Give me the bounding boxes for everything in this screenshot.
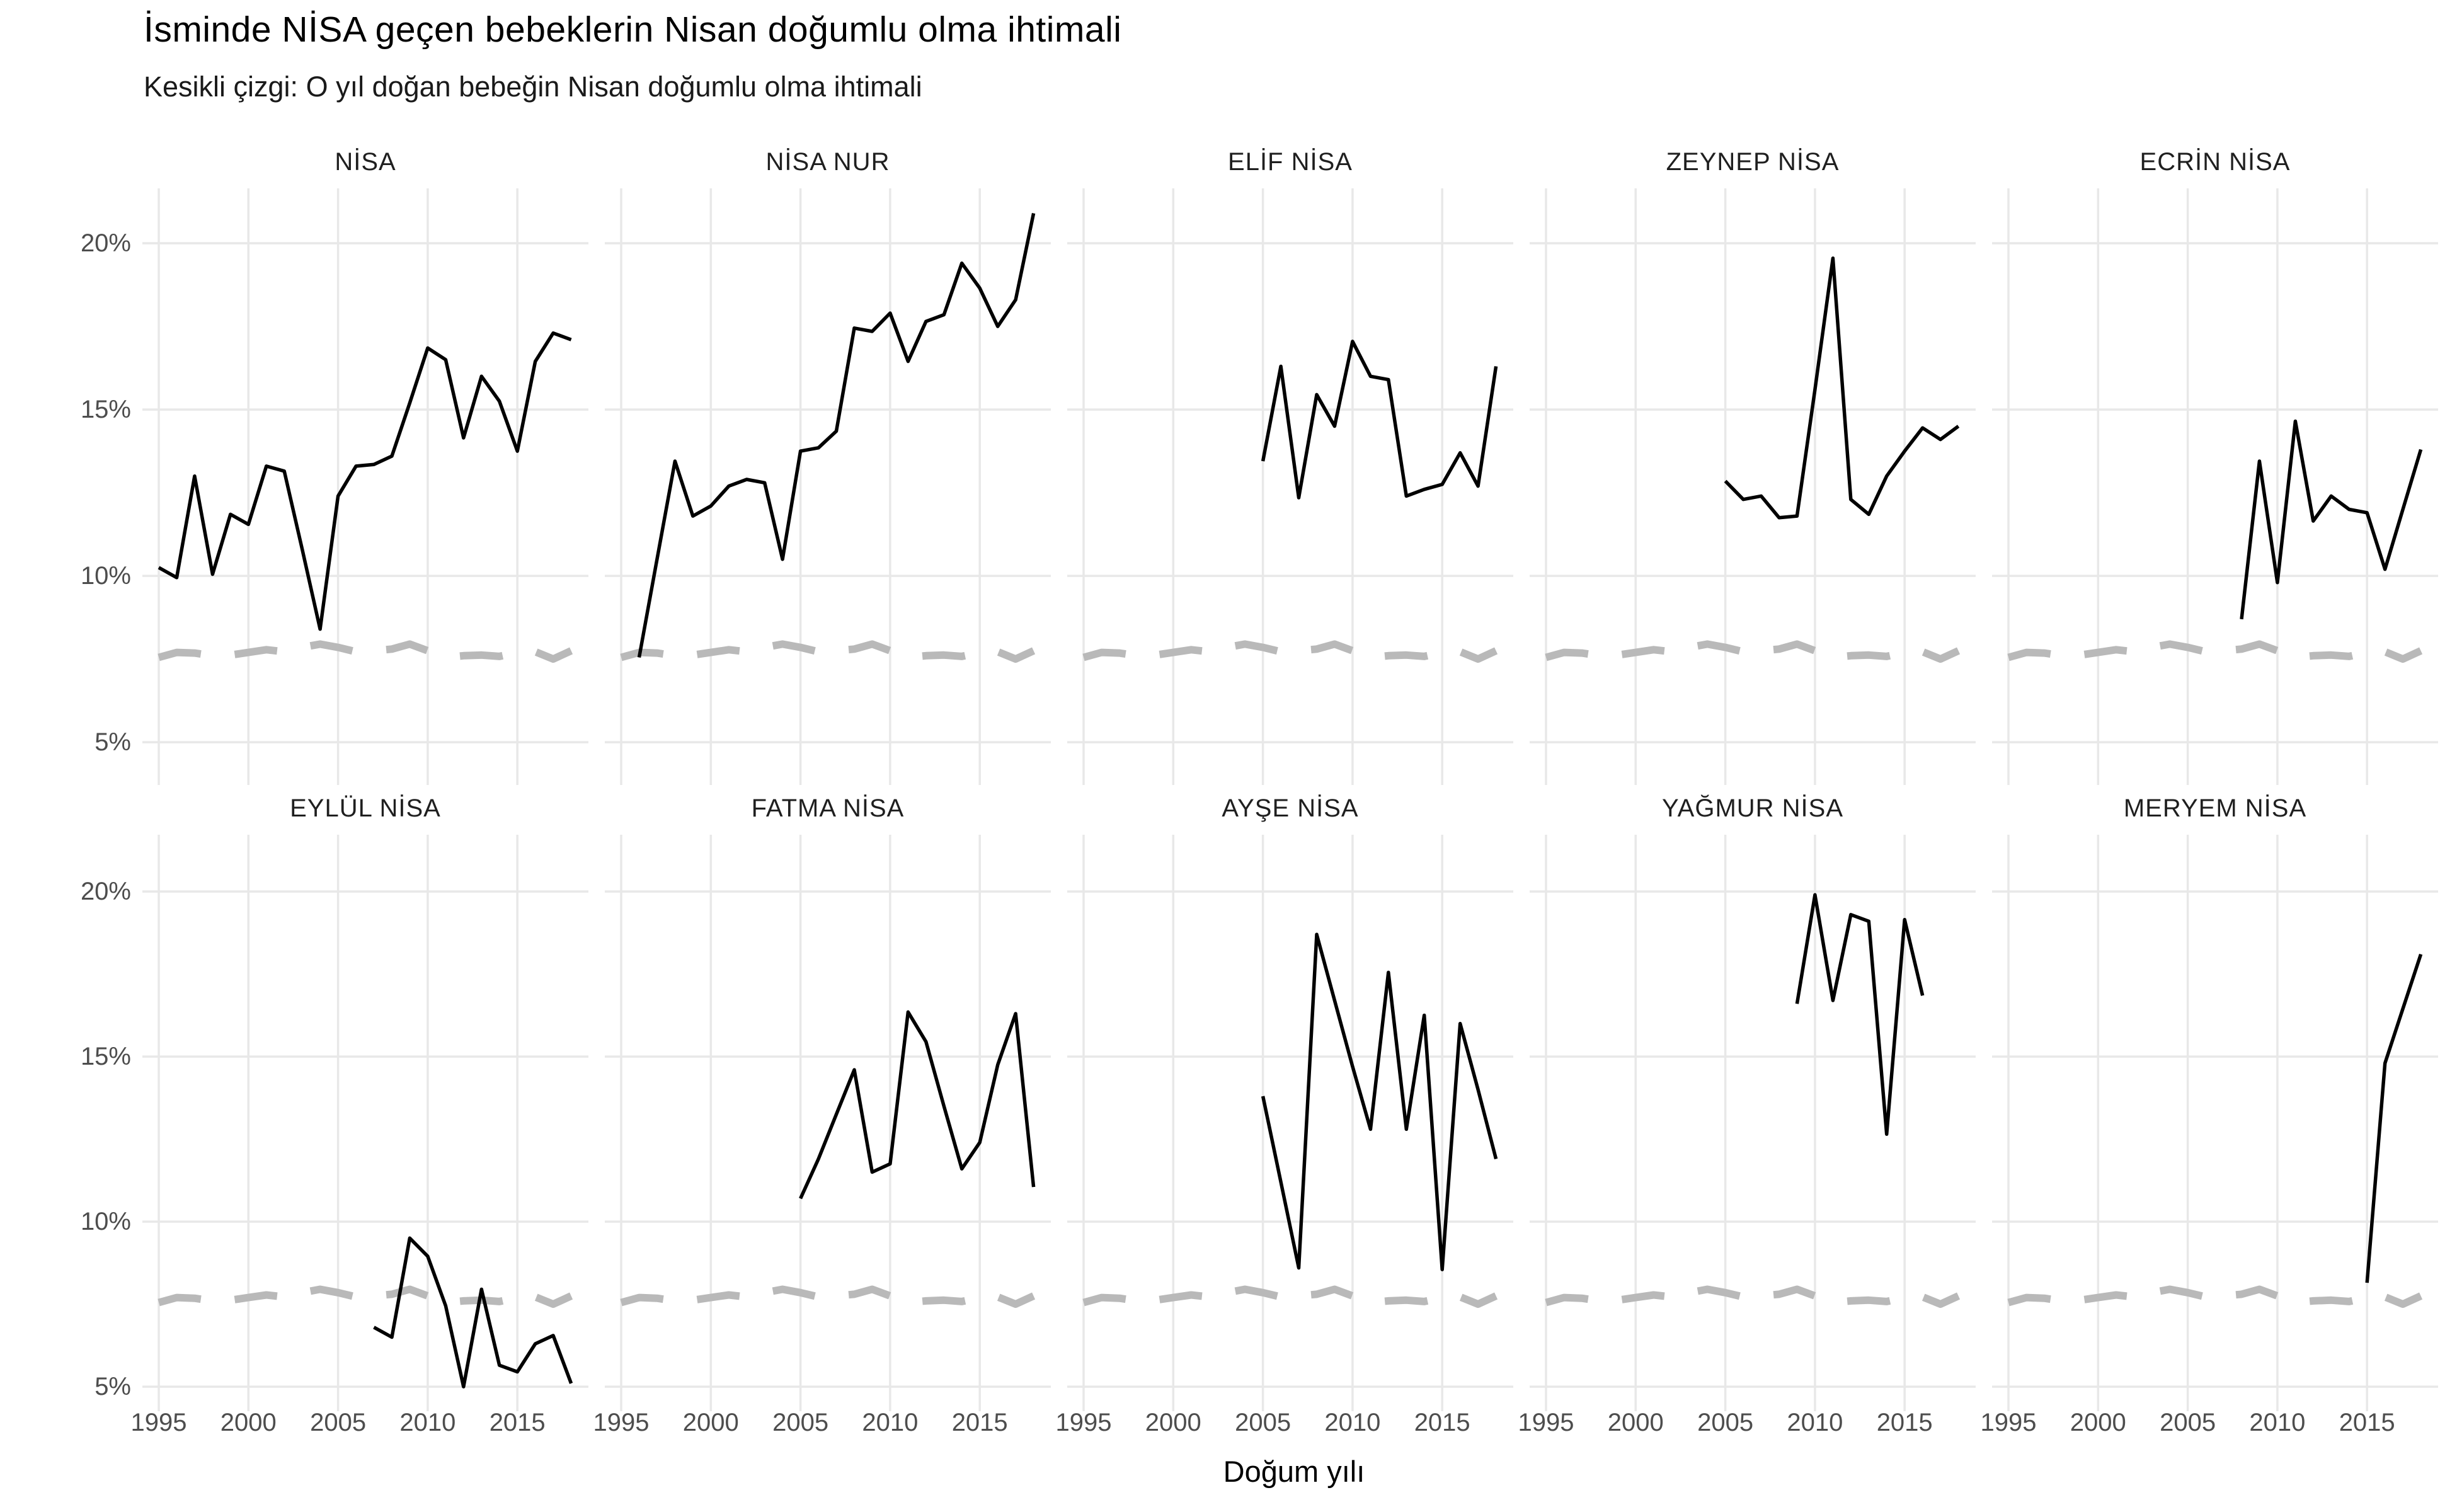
facet-strip-title: ZEYNEP NİSA bbox=[1666, 148, 1840, 176]
facet-strip-title: YAĞMUR NİSA bbox=[1661, 794, 1844, 822]
data-line bbox=[2240, 419, 2423, 620]
facet-panel bbox=[1067, 835, 1513, 1411]
facet-panel bbox=[605, 835, 1051, 1411]
y-axis-tick-label: 10% bbox=[80, 562, 131, 590]
facet-strip-title: AYŞE NİSA bbox=[1222, 794, 1359, 822]
facet-plot-area bbox=[1530, 188, 1976, 785]
x-axis-tick-label: 2005 bbox=[1235, 1409, 1292, 1436]
data-line bbox=[1724, 256, 1960, 520]
baseline-dashed-line bbox=[158, 1285, 573, 1309]
facet-strip-title: EYLÜL NİSA bbox=[290, 794, 441, 822]
x-axis-tick-label: 2010 bbox=[1787, 1409, 1843, 1436]
x-axis-tick-label: 2000 bbox=[682, 1409, 739, 1436]
panel-grid bbox=[1067, 835, 1513, 1411]
panel-grid bbox=[1992, 835, 2438, 1411]
facet-panel bbox=[142, 835, 588, 1411]
facet-panel bbox=[1530, 188, 1976, 785]
facet-plot-area bbox=[1067, 188, 1513, 785]
y-axis-tick-label: 20% bbox=[80, 878, 131, 906]
baseline-dashed-line bbox=[158, 640, 573, 663]
x-axis-tick-label: 1995 bbox=[1518, 1409, 1574, 1436]
facet-plot-area bbox=[1992, 835, 2438, 1411]
facet-panel bbox=[1067, 188, 1513, 785]
facet-plot-area bbox=[1067, 835, 1513, 1411]
baseline-dashed-line bbox=[2007, 1285, 2423, 1309]
baseline-dashed-line bbox=[1082, 640, 1498, 663]
facet-plot-area bbox=[1530, 835, 1976, 1411]
x-axis-tick-label: 2010 bbox=[862, 1409, 919, 1436]
baseline-dashed-line bbox=[1082, 1285, 1498, 1309]
y-axis-tick-label: 15% bbox=[80, 1043, 131, 1071]
chart-title: İsminde NİSA geçen bebeklerin Nisan doğu… bbox=[144, 9, 1122, 50]
facet-plot-area bbox=[142, 835, 588, 1411]
x-axis-tick-label: 1995 bbox=[1980, 1409, 2037, 1436]
data-line bbox=[2365, 953, 2423, 1283]
facet-panel bbox=[1992, 835, 2438, 1411]
data-line bbox=[1261, 932, 1498, 1271]
x-axis-tick-label: 2015 bbox=[1876, 1409, 1933, 1436]
panel-grid bbox=[1067, 188, 1513, 785]
data-line bbox=[799, 1010, 1036, 1200]
x-axis-tick-label: 2000 bbox=[1607, 1409, 1664, 1436]
facet-strip-title: NİSA bbox=[335, 148, 396, 176]
y-axis-tick-label: 15% bbox=[80, 396, 131, 424]
baseline-dashed-line bbox=[1545, 640, 1961, 663]
facet-plot-area bbox=[1992, 188, 2438, 785]
facet-strip-title: NİSA NUR bbox=[765, 148, 890, 176]
y-axis-tick-label: 20% bbox=[80, 229, 131, 258]
x-axis-tick-label: 2005 bbox=[2160, 1409, 2216, 1436]
facet-strip-title: ELİF NİSA bbox=[1228, 148, 1353, 176]
x-axis-tick-label: 2005 bbox=[1697, 1409, 1754, 1436]
baseline-dashed-line bbox=[2007, 640, 2423, 663]
x-axis-title: Doğum yılı bbox=[1223, 1455, 1365, 1488]
y-axis-tick-label: 5% bbox=[94, 728, 131, 757]
data-line bbox=[637, 213, 1036, 658]
facet-strip-title: MERYEM NİSA bbox=[2123, 794, 2307, 822]
x-axis-tick-label: 2015 bbox=[489, 1409, 546, 1436]
x-axis-tick-label: 2015 bbox=[951, 1409, 1008, 1436]
panel-grid bbox=[1992, 188, 2438, 785]
data-line bbox=[1795, 893, 1925, 1137]
x-axis-tick-label: 1995 bbox=[130, 1409, 187, 1436]
panel-grid bbox=[1530, 835, 1976, 1411]
facet-plot-area bbox=[142, 188, 588, 785]
panel-grid bbox=[1530, 188, 1976, 785]
facet-plot-area bbox=[605, 835, 1051, 1411]
y-axis-tick-label: 10% bbox=[80, 1208, 131, 1236]
facet-panel bbox=[1992, 188, 2438, 785]
x-axis-tick-label: 2000 bbox=[220, 1409, 277, 1436]
x-axis-tick-label: 2010 bbox=[2249, 1409, 2306, 1436]
baseline-dashed-line bbox=[620, 640, 1036, 663]
facet-strip-title: FATMA NİSA bbox=[751, 794, 905, 822]
x-axis-tick-label: 2005 bbox=[772, 1409, 829, 1436]
x-axis-tick-label: 2000 bbox=[2070, 1409, 2126, 1436]
data-line bbox=[158, 331, 572, 631]
facet-plot-area bbox=[605, 188, 1051, 785]
baseline-dashed-line bbox=[620, 1285, 1036, 1309]
panel-grid bbox=[142, 835, 588, 1411]
facet-panel bbox=[142, 188, 588, 785]
data-line bbox=[373, 1236, 573, 1389]
panel-grid bbox=[605, 188, 1051, 785]
x-axis-tick-label: 1995 bbox=[593, 1409, 650, 1436]
panel-grid bbox=[605, 835, 1051, 1411]
baseline-dashed-line bbox=[1545, 1285, 1961, 1309]
x-axis-tick-label: 2015 bbox=[1414, 1409, 1470, 1436]
x-axis-tick-label: 2010 bbox=[1324, 1409, 1381, 1436]
x-axis-tick-label: 2010 bbox=[399, 1409, 456, 1436]
x-axis-tick-label: 2000 bbox=[1145, 1409, 1201, 1436]
x-axis-tick-label: 1995 bbox=[1055, 1409, 1112, 1436]
x-axis-tick-label: 2005 bbox=[310, 1409, 367, 1436]
panel-grid bbox=[142, 188, 588, 785]
x-axis-tick-label: 2015 bbox=[2339, 1409, 2395, 1436]
facet-panel bbox=[1530, 835, 1976, 1411]
facet-strip-title: ECRİN NİSA bbox=[2139, 148, 2291, 176]
facet-panel bbox=[605, 188, 1051, 785]
data-line bbox=[1261, 340, 1498, 500]
y-axis-tick-label: 5% bbox=[94, 1373, 131, 1401]
chart-subtitle: Kesikli çizgi: O yıl doğan bebeğin Nisan… bbox=[144, 71, 922, 103]
